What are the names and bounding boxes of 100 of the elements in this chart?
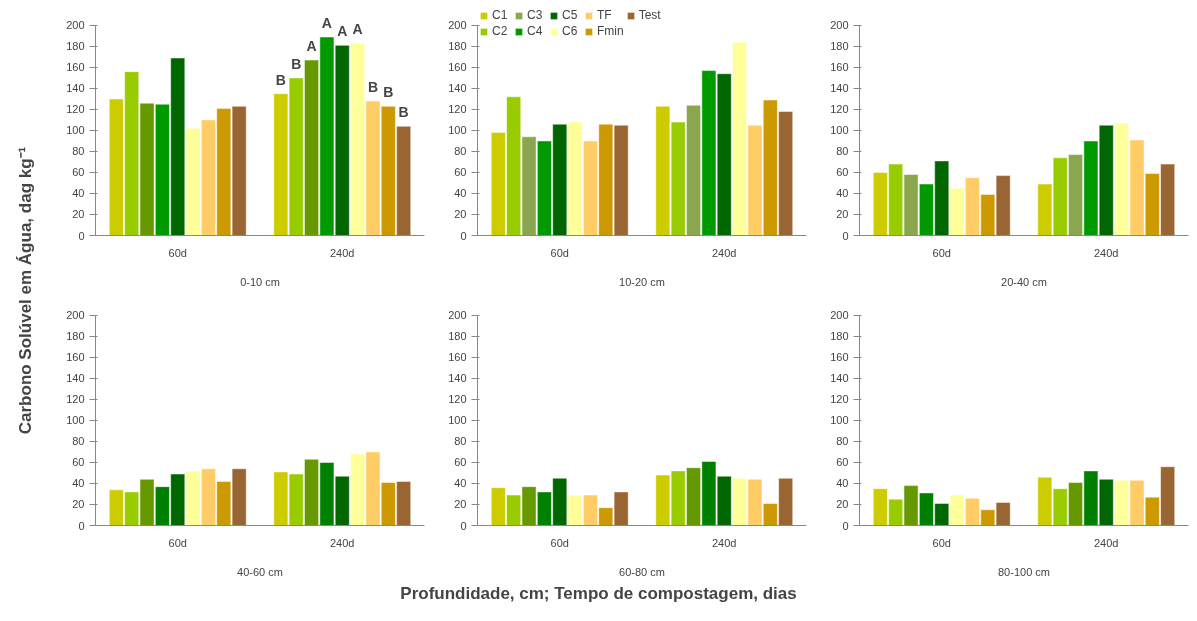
data-label: B <box>275 71 286 88</box>
y-tick-label: 100 <box>448 124 467 137</box>
y-tick-label: 140 <box>448 82 467 95</box>
y-tick-label: 200 <box>448 19 467 32</box>
y-tick-label: 20 <box>454 208 467 221</box>
y-tick-label: 100 <box>830 414 849 427</box>
y-tick-label: 20 <box>72 498 85 511</box>
y-tick-label: 80 <box>72 145 85 158</box>
y-tick-label: 200 <box>66 19 85 32</box>
x-tick-label: 60d <box>932 536 951 549</box>
x-tick-label: 60d <box>168 246 187 259</box>
y-tick-label: 160 <box>66 61 85 74</box>
y-tick-label: 180 <box>66 330 85 343</box>
y-tick-label: 60 <box>454 166 467 179</box>
y-tick-label: 80 <box>836 435 849 448</box>
data-label: A <box>337 23 348 40</box>
legend-label: C1 <box>492 8 509 22</box>
y-tick-label: 100 <box>66 124 85 137</box>
y-tick-label: 200 <box>448 309 467 322</box>
text: Profundidade, cm; Tempo de compostagem, dias <box>400 584 797 603</box>
y-tick-label: 80 <box>836 145 849 158</box>
x-axis-title: 80-100 cm <box>998 565 1050 578</box>
data-label: A <box>321 14 332 31</box>
y-tick-label: 160 <box>448 61 467 74</box>
y-tick-label: 0 <box>460 519 467 532</box>
x-axis-title: 60-80 cm <box>619 565 665 578</box>
legend-label: C3 <box>527 8 544 22</box>
y-tick-label: 180 <box>448 40 467 53</box>
y-tick-label: 60 <box>836 166 849 179</box>
y-tick-label: 200 <box>830 19 849 32</box>
y-tick-label: 40 <box>454 187 467 200</box>
y-tick-label: 180 <box>66 40 85 53</box>
y-tick-label: 0 <box>78 229 85 242</box>
y-tick-label: 60 <box>454 456 467 469</box>
y-tick-label: 60 <box>836 456 849 469</box>
x-tick-label: 240d <box>1094 536 1119 549</box>
y-tick-label: 0 <box>460 229 467 242</box>
y-tick-label: 160 <box>448 351 467 364</box>
y-tick-label: 180 <box>830 330 849 343</box>
y-tick-label: 0 <box>842 229 849 242</box>
y-tick-label: 160 <box>830 351 849 364</box>
y-tick-label: 20 <box>72 208 85 221</box>
y-tick-label: 140 <box>830 82 849 95</box>
data-label: B <box>398 104 409 121</box>
y-tick-label: 140 <box>830 372 849 385</box>
y-tick-label: 140 <box>66 372 85 385</box>
y-tick-label: 120 <box>830 393 849 406</box>
y-tick-label: 100 <box>66 414 85 427</box>
y-tick-label: 180 <box>448 330 467 343</box>
data-label: B <box>291 55 302 72</box>
x-axis-title: 40-60 cm <box>237 565 283 578</box>
y-tick-label: 80 <box>72 435 85 448</box>
y-tick-label: 180 <box>830 40 849 53</box>
y-tick-label: 0 <box>78 519 85 532</box>
x-tick-label: 60d <box>550 536 569 549</box>
y-tick-label: 120 <box>66 103 85 116</box>
legend-label: C4 <box>527 24 544 38</box>
y-tick-label: 120 <box>448 103 467 116</box>
y-tick-label: 20 <box>454 498 467 511</box>
y-tick-label: 200 <box>830 309 849 322</box>
x-tick-label: 240d <box>330 246 355 259</box>
y-axis-title: Carbono Solúvel em Água, dag kg⁻¹ <box>16 146 35 435</box>
y-tick-label: 120 <box>448 393 467 406</box>
y-tick-label: 40 <box>454 477 467 490</box>
y-tick-label: 100 <box>448 414 467 427</box>
y-tick-label: 140 <box>66 82 85 95</box>
data-label: A <box>352 21 363 38</box>
y-tick-label: 40 <box>836 477 849 490</box>
x-axis-title: 20-40 cm <box>1001 275 1047 288</box>
y-tick-label: 140 <box>448 372 467 385</box>
x-axis-title: 0-10 cm <box>240 275 280 288</box>
x-tick-label: 60d <box>168 536 187 549</box>
y-tick-label: 120 <box>830 103 849 116</box>
x-tick-label: 240d <box>330 536 355 549</box>
y-tick-label: 20 <box>836 208 849 221</box>
y-tick-label: 20 <box>836 498 849 511</box>
legend-label: C2 <box>492 24 509 38</box>
y-tick-label: 100 <box>830 124 849 137</box>
y-tick-label: 160 <box>66 351 85 364</box>
data-label: A <box>306 38 317 55</box>
legend-label: Test <box>638 8 661 22</box>
y-tick-label: 40 <box>836 187 849 200</box>
legend-label: C5 <box>562 8 579 22</box>
y-tick-label: 60 <box>72 166 85 179</box>
x-tick-label: 240d <box>712 246 737 259</box>
y-tick-label: 0 <box>842 519 849 532</box>
x-tick-label: 240d <box>712 536 737 549</box>
legend-label: Fmin <box>597 24 624 38</box>
x-tick-label: 60d <box>550 246 569 259</box>
y-tick-label: 40 <box>72 477 85 490</box>
legend-label: C6 <box>562 24 579 38</box>
data-label: B <box>383 84 394 101</box>
y-tick-label: 80 <box>454 435 467 448</box>
data-label: B <box>367 79 379 96</box>
y-tick-label: 60 <box>72 456 85 469</box>
y-tick-label: 200 <box>66 309 85 322</box>
x-tick-label: 60d <box>932 246 951 259</box>
y-tick-label: 40 <box>72 187 85 200</box>
legend-label: TF <box>597 8 613 22</box>
y-tick-label: 160 <box>830 61 849 74</box>
